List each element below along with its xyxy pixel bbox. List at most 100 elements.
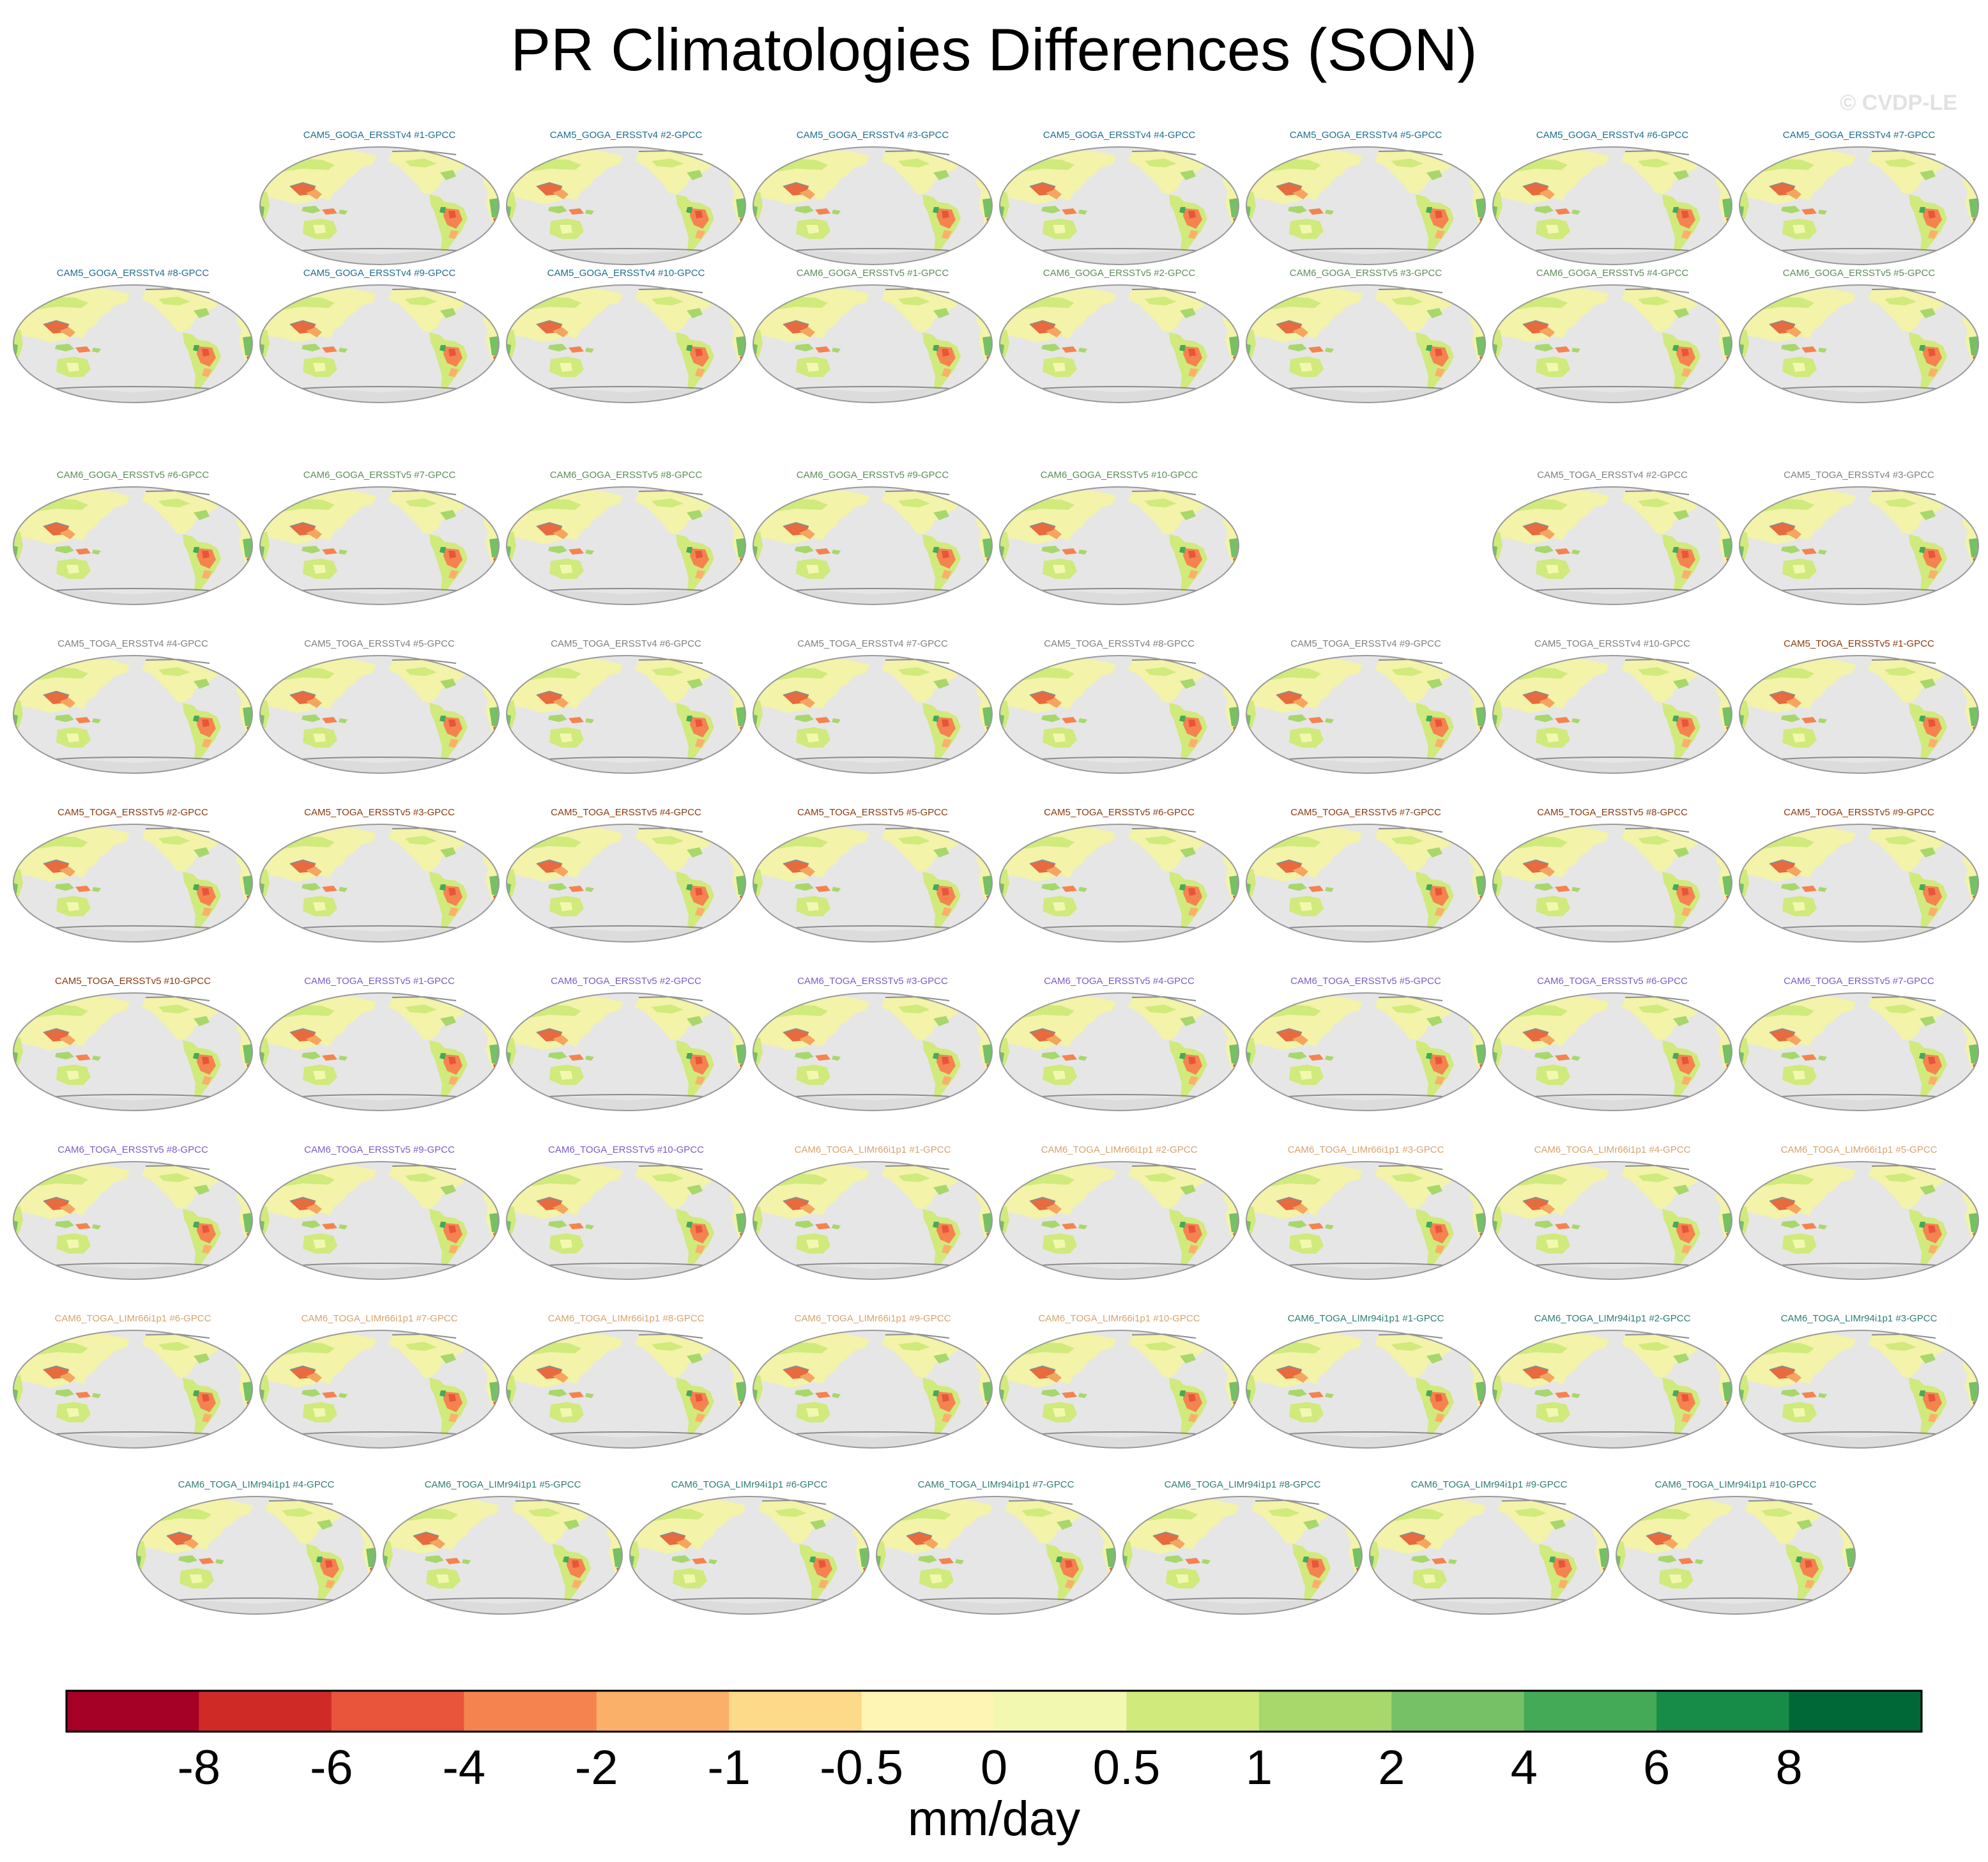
panel-title: CAM5_TOGA_ERSSTv5 #6-GPCC (1044, 807, 1195, 818)
map-panel: CAM5_GOGA_ERSSTv4 #8-GPCC (13, 268, 252, 403)
world-map (1493, 824, 1732, 942)
panel-title: CAM6_GOGA_ERSSTv5 #3-GPCC (1290, 268, 1442, 279)
panel-title: CAM5_GOGA_ERSSTv4 #5-GPCC (1290, 130, 1442, 141)
world-map (1246, 993, 1485, 1111)
map-panel: CAM6_GOGA_ERSSTv5 #9-GPCC (753, 470, 992, 604)
world-map (753, 993, 992, 1111)
panel-title: CAM6_TOGA_LIMr66i1p1 #2-GPCC (1041, 1144, 1198, 1155)
colorbar-swatch (464, 1691, 597, 1732)
panel-title: CAM6_GOGA_ERSSTv5 #1-GPCC (797, 268, 949, 279)
map-panel: CAM5_TOGA_ERSSTv4 #7-GPCC (753, 638, 992, 773)
world-map (1000, 993, 1239, 1111)
world-map (1246, 824, 1485, 942)
panel-title: CAM6_TOGA_LIMr94i1p1 #3-GPCC (1781, 1313, 1938, 1324)
world-map (876, 1497, 1115, 1614)
panel-title: CAM6_GOGA_ERSSTv5 #7-GPCC (303, 470, 456, 481)
world-map (13, 993, 252, 1111)
world-map (753, 656, 992, 773)
world-map (1000, 487, 1239, 604)
panel-title: CAM6_GOGA_ERSSTv5 #4-GPCC (1536, 268, 1689, 279)
map-panel: CAM6_TOGA_LIMr94i1p1 #1-GPCC (1246, 1313, 1485, 1448)
map-panel: CAM6_TOGA_LIMr66i1p1 #5-GPCC (1740, 1144, 1978, 1279)
world-map (1616, 1497, 1855, 1614)
world-map (260, 285, 499, 403)
world-map (13, 487, 252, 604)
world-map (383, 1497, 622, 1614)
colorbar-swatch (331, 1691, 464, 1732)
colorbar-swatch (1524, 1691, 1657, 1732)
world-map (1246, 656, 1485, 773)
map-panel: CAM5_TOGA_ERSSTv5 #6-GPCC (1000, 807, 1239, 942)
map-panel: CAM5_GOGA_ERSSTv4 #1-GPCC (260, 130, 499, 265)
world-map (1000, 824, 1239, 942)
panel-title: CAM6_TOGA_ERSSTv5 #2-GPCC (551, 976, 701, 987)
map-panel: CAM6_TOGA_LIMr94i1p1 #8-GPCC (1123, 1479, 1362, 1614)
world-map (507, 1330, 746, 1448)
panel-title: CAM5_TOGA_ERSSTv5 #10-GPCC (55, 976, 211, 987)
colorbar-swatch (596, 1691, 730, 1732)
world-map (1493, 147, 1732, 265)
colorbar-tick-label: 4 (1511, 1741, 1538, 1795)
world-map (1000, 285, 1239, 403)
colorbar-units-label: mm/day (908, 1792, 1080, 1846)
world-map (260, 1162, 499, 1279)
panel-title: CAM5_GOGA_ERSSTv4 #10-GPCC (547, 268, 705, 279)
colorbar-swatch (66, 1691, 199, 1732)
colorbar-swatch (994, 1691, 1127, 1732)
world-map (753, 1330, 992, 1448)
panel-title: CAM5_TOGA_ERSSTv4 #5-GPCC (304, 638, 455, 649)
colorbar-swatch (1258, 1691, 1392, 1732)
panel-title: CAM6_TOGA_LIMr94i1p1 #2-GPCC (1534, 1313, 1691, 1324)
map-panel: CAM6_TOGA_LIMr66i1p1 #6-GPCC (13, 1313, 252, 1448)
panel-title: CAM6_TOGA_LIMr94i1p1 #8-GPCC (1165, 1479, 1321, 1490)
map-panel: CAM5_TOGA_ERSSTv4 #10-GPCC (1493, 638, 1732, 773)
panel-title: CAM6_TOGA_ERSSTv5 #8-GPCC (57, 1144, 208, 1155)
panel-title: CAM6_TOGA_LIMr66i1p1 #6-GPCC (55, 1313, 211, 1324)
map-panel: CAM6_TOGA_LIMr94i1p1 #5-GPCC (383, 1479, 622, 1614)
world-map (1000, 1162, 1239, 1279)
map-panel: CAM6_TOGA_ERSSTv5 #7-GPCC (1740, 976, 1978, 1111)
world-map (1740, 147, 1978, 265)
colorbar-swatch (1789, 1691, 1922, 1732)
map-panel: CAM5_TOGA_ERSSTv5 #2-GPCC (13, 807, 252, 942)
map-panel: CAM6_TOGA_LIMr94i1p1 #4-GPCC (137, 1479, 376, 1614)
world-map (1246, 285, 1485, 403)
colorbar-tick-label: 6 (1643, 1741, 1670, 1795)
world-map (507, 147, 746, 265)
world-map (137, 1497, 376, 1614)
map-panel: CAM5_GOGA_ERSSTv4 #4-GPCC (1000, 130, 1239, 265)
panel-title: CAM5_TOGA_ERSSTv5 #8-GPCC (1537, 807, 1688, 818)
colorbar-swatch (1126, 1691, 1260, 1732)
colorbar-tick-label: -1 (707, 1741, 751, 1795)
panel-title: CAM6_GOGA_ERSSTv5 #2-GPCC (1043, 268, 1196, 279)
map-panel: CAM6_TOGA_ERSSTv5 #4-GPCC (1000, 976, 1239, 1111)
world-map (507, 1162, 746, 1279)
colorbar-swatch (1391, 1691, 1525, 1732)
colorbar-frame (65, 1689, 1923, 1733)
panel-title: CAM6_TOGA_LIMr66i1p1 #9-GPCC (795, 1313, 951, 1324)
panel-title: CAM5_GOGA_ERSSTv4 #4-GPCC (1043, 130, 1196, 141)
world-map (1740, 656, 1978, 773)
panel-title: CAM6_TOGA_LIMr66i1p1 #5-GPCC (1781, 1144, 1938, 1155)
world-map (1740, 487, 1978, 604)
panel-title: CAM5_TOGA_ERSSTv4 #10-GPCC (1534, 638, 1690, 649)
world-map (1246, 147, 1485, 265)
colorbar-tick-label: -8 (178, 1741, 221, 1795)
panel-title: CAM6_GOGA_ERSSTv5 #9-GPCC (797, 470, 949, 481)
map-panel: CAM5_TOGA_ERSSTv4 #6-GPCC (507, 638, 746, 773)
world-map (13, 1330, 252, 1448)
world-map (260, 487, 499, 604)
map-panel: CAM6_TOGA_ERSSTv5 #9-GPCC (260, 1144, 499, 1279)
map-panel: CAM6_TOGA_LIMr94i1p1 #7-GPCC (876, 1479, 1115, 1614)
panel-title: CAM6_TOGA_LIMr94i1p1 #10-GPCC (1655, 1479, 1816, 1490)
panel-title: CAM5_TOGA_ERSSTv5 #2-GPCC (57, 807, 208, 818)
panel-title: CAM6_TOGA_LIMr66i1p1 #1-GPCC (795, 1144, 951, 1155)
panel-title: CAM6_TOGA_LIMr94i1p1 #9-GPCC (1411, 1479, 1568, 1490)
world-map (260, 656, 499, 773)
world-map (753, 285, 992, 403)
map-panel: CAM5_TOGA_ERSSTv5 #5-GPCC (753, 807, 992, 942)
panel-title: CAM5_TOGA_ERSSTv4 #7-GPCC (797, 638, 948, 649)
map-panel: CAM6_GOGA_ERSSTv5 #6-GPCC (13, 470, 252, 604)
world-map (260, 147, 499, 265)
panel-title: CAM6_TOGA_LIMr94i1p1 #6-GPCC (671, 1479, 828, 1490)
